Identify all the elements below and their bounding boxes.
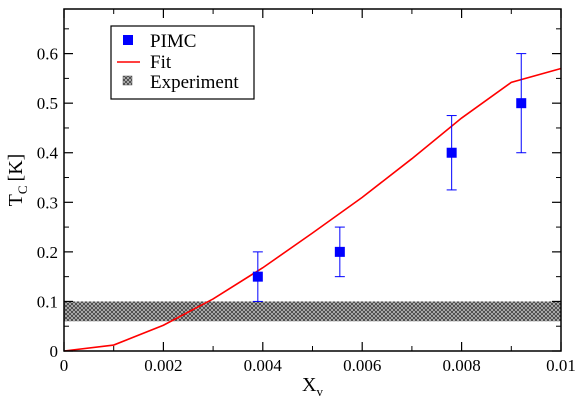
y-tick-label: 0.5 [37,94,58,113]
pimc-point-2 [334,246,345,257]
pimc-point-1 [252,271,263,282]
legend: PIMC Fit Experiment [110,25,255,100]
x-axis-label-main: X [302,374,317,396]
pimc-point-4 [516,98,527,109]
y-axis-label-unit: [K] [5,154,27,182]
pimc-series [252,53,527,302]
x-tick-label: 0.006 [343,356,381,375]
pimc-point-3 [446,147,457,158]
legend-fit-label: Fit [150,52,172,73]
y-tick-label: 0.3 [37,193,58,212]
fit-series [63,67,562,352]
y-tick-label: 0.2 [37,243,58,262]
x-tick-label: 0.01 [546,356,576,375]
legend-experiment-label: Experiment [150,72,239,93]
x-axis-ticks: 0 0.002 0.004 0.006 0.008 0.01 [60,9,576,375]
x-tick-label: 0.008 [442,356,480,375]
y-tick-label: 0.4 [37,144,59,163]
y-tick-label: 0 [50,342,59,361]
x-tick-label: 0.004 [244,356,283,375]
legend-pimc-label: PIMC [150,31,196,52]
fit-curve [63,67,562,352]
y-axis-label-main: T [5,194,27,206]
legend-experiment-swatch [122,75,133,86]
x-tick-label: 0.002 [144,356,182,375]
y-tick-label: 0.1 [37,292,58,311]
x-axis-label-subscript: v [316,384,323,399]
x-tick-label: 0 [60,356,69,375]
y-axis-ticks: 0 0.1 0.2 0.3 0.4 0.5 0.6 [37,28,561,361]
experiment-band [64,301,561,322]
legend-pimc-marker [123,35,133,45]
experiment-band-area [64,301,561,322]
y-axis-label: TC [K] [5,154,30,207]
x-axis-label: Xv [302,374,323,399]
y-axis-label-subscript: C [15,185,30,194]
y-tick-label: 0.6 [37,45,58,64]
